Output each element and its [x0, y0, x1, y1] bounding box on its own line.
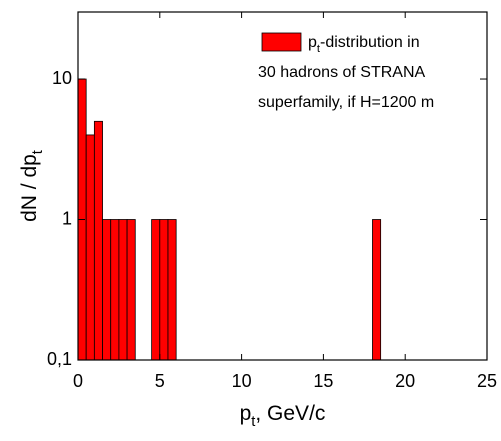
x-tick-label: 25	[477, 371, 497, 391]
label-part: dN / dp	[18, 154, 41, 222]
bar	[102, 219, 112, 361]
label-part: superfamily, if H=1200 m	[258, 94, 434, 111]
y-tick-label: 0,1	[47, 349, 72, 369]
label-part: p	[240, 402, 252, 425]
x-tick-label: 20	[395, 371, 415, 391]
y-tick-label: 10	[52, 68, 72, 88]
label-part: 30 hadrons of STRANA	[258, 64, 426, 81]
bar	[167, 219, 177, 361]
y-axis-label: dN / dpt	[18, 150, 46, 222]
bar	[110, 219, 120, 361]
label-part: , GeV/c	[255, 402, 325, 425]
legend-label: 30 hadrons of STRANA	[258, 64, 426, 81]
x-tick-label: 0	[73, 371, 83, 391]
bar	[118, 219, 128, 361]
legend-label: superfamily, if H=1200 m	[258, 94, 434, 111]
x-axis-label: pt, GeV/c	[240, 402, 326, 430]
subscript: t	[251, 414, 255, 430]
x-tick-label: 15	[313, 371, 333, 391]
label-part: -distribution in	[320, 34, 420, 51]
plot-frame	[77, 11, 488, 361]
legend-swatch	[261, 32, 302, 52]
y-tick-label: 1	[62, 208, 72, 228]
label-part: p	[308, 34, 317, 51]
bar	[85, 134, 95, 361]
bar	[151, 219, 161, 361]
bar	[126, 219, 136, 361]
bar	[372, 219, 382, 361]
bar	[159, 219, 169, 361]
x-tick-label: 10	[232, 371, 252, 391]
legend-label: pt-distribution in	[308, 34, 420, 55]
subscript: t	[30, 150, 46, 154]
x-tick-label: 5	[155, 371, 165, 391]
bar	[93, 120, 103, 361]
subscript: t	[317, 43, 321, 55]
